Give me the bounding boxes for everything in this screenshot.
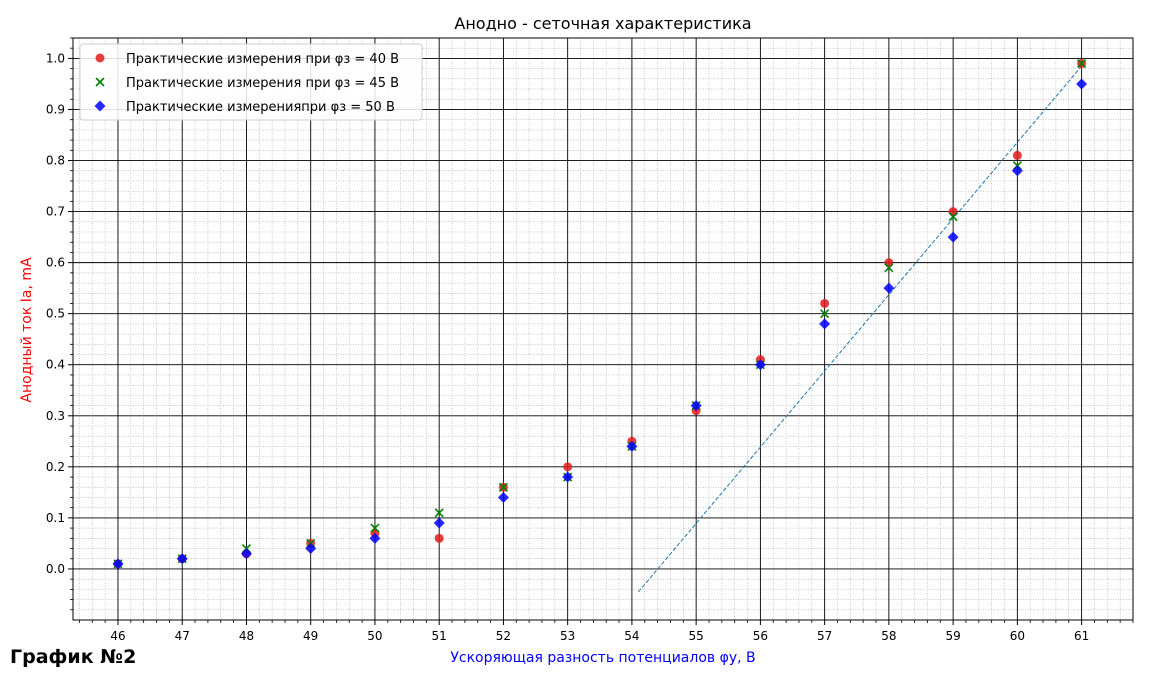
x-tick-label: 49	[303, 629, 318, 643]
legend-marker	[95, 77, 105, 87]
x-tick-label: 46	[110, 629, 125, 643]
chart-title: Анодно - сеточная характеристика	[454, 14, 751, 33]
data-point	[820, 309, 830, 319]
x-tick-label: 56	[753, 629, 768, 643]
y-tick-label: 0.5	[46, 307, 65, 321]
y-tick-label: 0.7	[46, 205, 65, 219]
data-point	[819, 318, 831, 330]
axis-ticks-layer: 46 47 48 49 50 51 52 53 54 55 56 57 58 59 60 61 0.0 0.1 0.…	[46, 37, 1134, 643]
data-point	[433, 517, 445, 529]
x-tick-label: 61	[1074, 629, 1089, 643]
x-axis-label: Ускоряющая разность потенциалов φу, В	[450, 650, 755, 666]
data-point	[497, 491, 509, 503]
marker-stroke	[884, 263, 894, 273]
y-tick-label: 0.3	[46, 409, 65, 423]
fit-line-layer	[637, 65, 1082, 593]
data-point	[883, 282, 895, 294]
y-tick-label: 0.1	[46, 511, 65, 525]
x-tick-label: 53	[560, 629, 575, 643]
x-tick-label: 48	[239, 629, 254, 643]
data-point	[948, 212, 958, 222]
y-axis-label: Анодный ток Ia, mA	[19, 257, 35, 403]
legend-marker	[94, 100, 106, 112]
x-tick-label: 52	[496, 629, 511, 643]
data-point	[884, 258, 894, 268]
marker-stroke	[948, 212, 958, 222]
y-tick-label: 1.0	[46, 51, 65, 65]
data-points-layer	[112, 58, 1088, 570]
marker-stroke	[1077, 58, 1087, 69]
data-point	[563, 462, 573, 472]
fit-line	[637, 65, 1082, 593]
data-point	[947, 231, 959, 243]
marker-stroke	[820, 309, 830, 319]
data-point	[1012, 150, 1022, 160]
x-tick-label: 59	[945, 629, 960, 643]
data-point	[1076, 78, 1088, 90]
data-point	[884, 263, 894, 273]
marker-stroke	[498, 482, 508, 492]
data-point	[948, 207, 958, 217]
data-point	[754, 359, 766, 371]
legend-label: Практические измеренияпри φз = 50 В	[126, 100, 395, 115]
data-point	[1011, 165, 1023, 177]
data-point	[305, 543, 317, 555]
data-point	[562, 471, 574, 483]
legend-label: Практические измерения при φз = 45 В	[126, 76, 399, 91]
x-tick-label: 47	[175, 629, 190, 643]
major-grid	[73, 38, 1133, 620]
x-tick-label: 57	[817, 629, 832, 643]
marker-stroke	[95, 77, 105, 87]
minor-grid	[73, 37, 1134, 621]
y-tick-label: 0.2	[46, 460, 65, 474]
data-point	[1077, 58, 1087, 69]
figure-caption: График №2	[10, 646, 137, 668]
data-point	[112, 558, 124, 570]
data-point	[434, 533, 444, 543]
data-point	[240, 548, 252, 560]
data-point	[434, 508, 444, 518]
y-tick-label: 0.0	[46, 562, 65, 576]
x-tick-label: 51	[432, 629, 447, 643]
plot-frame	[72, 37, 1134, 621]
data-point	[369, 532, 381, 544]
data-point	[690, 400, 702, 412]
legend-label: Практические измерения при φз = 40 В	[126, 52, 399, 67]
series-3	[112, 78, 1088, 570]
marker-stroke	[434, 508, 444, 518]
x-tick-label: 50	[367, 629, 382, 643]
legend: Практические измерения при φз = 40 В Прак…	[79, 43, 423, 121]
x-tick-label: 54	[624, 629, 639, 643]
data-point	[498, 482, 508, 492]
y-tick-label: 0.9	[46, 102, 65, 116]
data-point	[626, 440, 638, 452]
y-tick-label: 0.4	[46, 358, 65, 372]
y-tick-label: 0.6	[46, 256, 65, 270]
marker-stroke	[370, 523, 380, 533]
data-point	[820, 298, 830, 308]
x-tick-label: 55	[689, 629, 704, 643]
data-point	[176, 553, 188, 565]
x-tick-label: 58	[881, 629, 896, 643]
legend-marker	[95, 53, 105, 63]
legend-box	[79, 43, 423, 121]
data-point	[370, 523, 380, 533]
x-tick-label: 60	[1010, 629, 1025, 643]
y-tick-label: 0.8	[46, 154, 65, 168]
